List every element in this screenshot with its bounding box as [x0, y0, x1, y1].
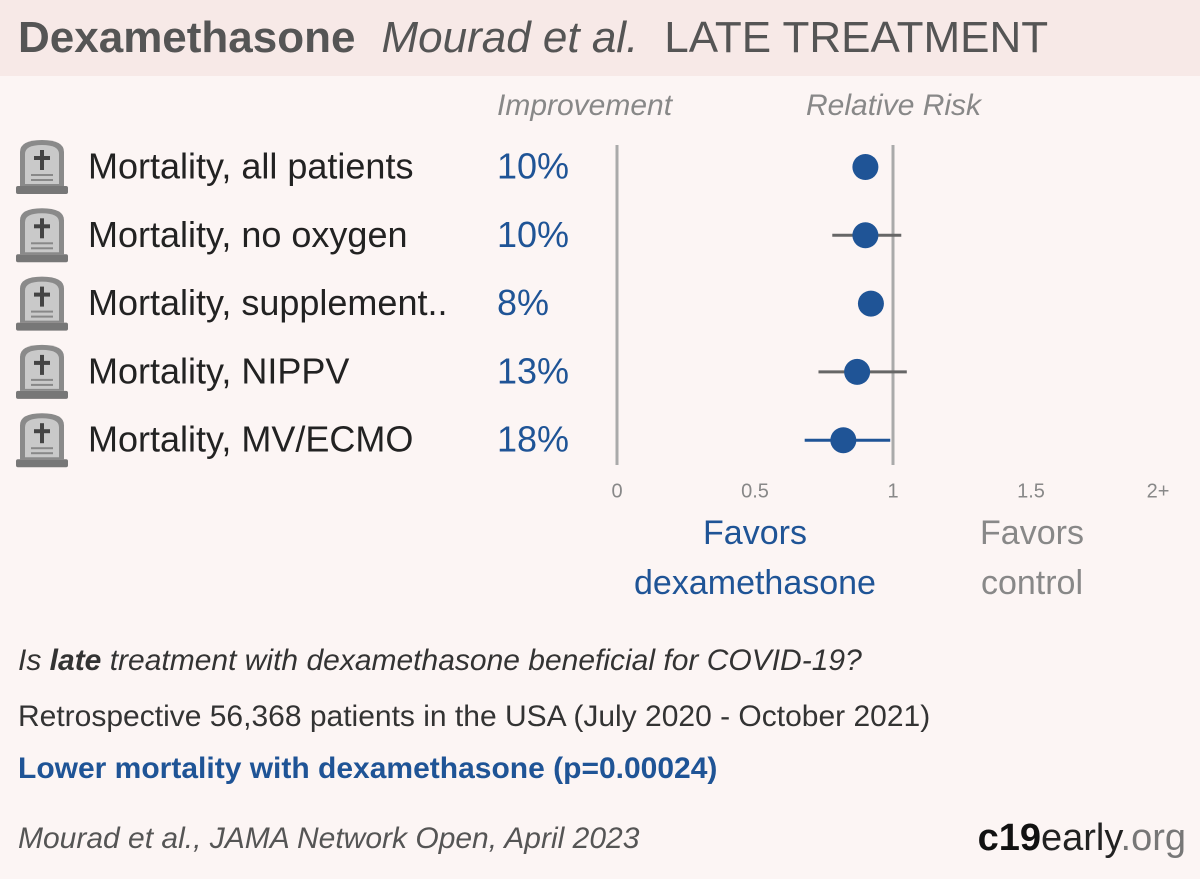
- question-emphasis: late: [50, 644, 102, 677]
- x-tick-label: 0: [611, 480, 622, 502]
- design: Retrospective 56,368 patients in the USA…: [18, 700, 930, 733]
- row-label: Mortality, all patients: [88, 146, 413, 187]
- conclusion: Lower mortality with dexamethasone (p=0.…: [18, 752, 717, 785]
- header-effect: Relative Risk: [806, 89, 983, 122]
- improvement-label: 8%: [497, 282, 549, 323]
- improvement-label: 13%: [497, 350, 569, 391]
- citation: Mourad et al., JAMA Network Open, April …: [18, 822, 640, 855]
- site-part: .org: [1121, 817, 1186, 859]
- tomb-icon: [16, 413, 68, 468]
- favors-left: dexamethasone: [634, 564, 876, 602]
- favors-left: Favors: [703, 514, 807, 552]
- x-tick-label: 0.5: [741, 480, 769, 502]
- x-tick-label: 1.5: [1017, 480, 1045, 502]
- title-bar: [0, 0, 1200, 76]
- improvement-label: 10%: [497, 146, 569, 187]
- favors-right: control: [981, 564, 1083, 602]
- row-label: Mortality, MV/ECMO: [88, 419, 413, 460]
- row-label: Mortality, NIPPV: [88, 350, 349, 391]
- effect-point: [857, 290, 884, 317]
- x-tick-label: 1: [887, 480, 898, 502]
- title-study: Mourad et al.: [381, 13, 638, 62]
- improvement-label: 18%: [497, 419, 569, 460]
- row-label: Mortality, no oxygen: [88, 214, 407, 255]
- tomb-icon: [16, 140, 68, 194]
- row-label: Mortality, supplement..: [88, 282, 447, 323]
- improvement-label: 10%: [497, 214, 569, 255]
- effect-point: [852, 154, 879, 180]
- tomb-icon: [16, 344, 68, 399]
- chart-title: Dexamethasone Mourad et al. LATE TREATMENT: [18, 13, 1048, 62]
- favors-right: Favors: [980, 514, 1084, 552]
- title-drug: Dexamethasone: [18, 13, 355, 62]
- question-text: treatment with dexamethasone beneficial …: [101, 644, 862, 677]
- effect-point: [852, 222, 879, 249]
- site-part: c19: [978, 817, 1041, 859]
- question: Is late treatment with dexamethasone ben…: [18, 644, 862, 677]
- effect-point: [844, 358, 871, 385]
- site-part: early: [1041, 817, 1123, 859]
- question-text: Is: [18, 644, 50, 677]
- x-tick-label: 2+: [1147, 480, 1170, 502]
- tomb-icon: [16, 276, 68, 331]
- header-improvement: Improvement: [497, 89, 674, 122]
- tomb-icon: [16, 208, 68, 263]
- title-stage: LATE TREATMENT: [664, 13, 1048, 62]
- effect-point: [830, 427, 857, 454]
- site: c19early.org: [978, 817, 1186, 859]
